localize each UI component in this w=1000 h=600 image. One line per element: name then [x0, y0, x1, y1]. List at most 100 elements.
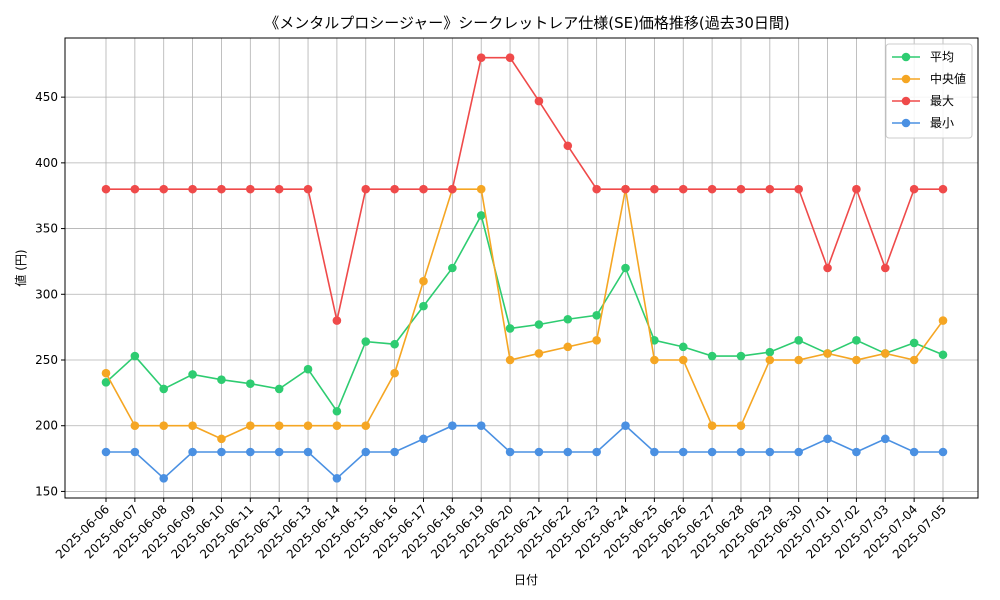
data-point: [563, 141, 573, 151]
data-point: [909, 338, 919, 348]
data-point: [188, 370, 197, 379]
data-point: [823, 434, 832, 444]
data-point: [938, 316, 948, 325]
data-point: [621, 421, 630, 431]
x-axis-label: 日付: [514, 573, 538, 587]
data-point: [909, 447, 919, 457]
legend-box: [885, 43, 973, 139]
data-point: [794, 184, 803, 194]
legend-swatch-marker: [901, 118, 911, 128]
data-point: [188, 184, 197, 194]
series-2: [101, 53, 948, 325]
data-point: [765, 347, 775, 357]
data-point: [274, 421, 284, 431]
data-point: [534, 349, 544, 358]
data-point: [101, 368, 111, 378]
data-point: [361, 337, 371, 346]
data-point: [678, 342, 688, 352]
data-point: [880, 349, 890, 358]
data-point: [274, 184, 284, 194]
grid: [65, 38, 978, 498]
data-point: [159, 421, 169, 431]
data-point: [707, 184, 717, 194]
series-line: [106, 424, 943, 480]
y-tick-label: 150: [35, 484, 58, 498]
legend-item: 最小: [892, 116, 954, 130]
data-point: [130, 421, 140, 431]
data-point: [448, 184, 457, 194]
data-point: [563, 314, 573, 324]
series-0: [101, 211, 948, 416]
data-point: [909, 355, 919, 365]
legend-item: 最大: [892, 94, 954, 108]
legend-label: 最小: [930, 116, 954, 130]
data-point: [390, 368, 399, 378]
data-point: [505, 53, 515, 63]
data-point: [563, 342, 573, 352]
legend-swatch-marker: [901, 96, 911, 106]
data-point: [419, 301, 428, 311]
data-point: [650, 355, 659, 365]
data-point: [852, 184, 861, 194]
series-line: [105, 213, 944, 413]
data-point: [736, 184, 746, 194]
data-point: [476, 53, 486, 63]
data-point: [332, 406, 342, 416]
data-point: [678, 355, 688, 365]
data-point: [592, 311, 601, 320]
data-point: [938, 350, 948, 360]
series-line: [106, 56, 943, 321]
data-point: [101, 447, 111, 457]
data-point: [592, 184, 601, 194]
data-point: [303, 421, 313, 431]
data-point: [448, 421, 457, 431]
data-point: [159, 184, 169, 194]
y-tick-label: 400: [35, 156, 58, 170]
data-point: [303, 184, 313, 194]
data-point: [217, 434, 226, 444]
data-point: [765, 355, 775, 365]
series-3: [101, 421, 948, 483]
legend-item: 平均: [892, 50, 954, 64]
data-point: [534, 320, 544, 329]
data-point: [332, 473, 342, 483]
data-point: [188, 421, 197, 431]
data-point: [650, 335, 659, 345]
x-axis: 2025-06-062025-06-072025-06-082025-06-09…: [53, 498, 949, 561]
data-point: [419, 276, 428, 286]
data-point: [101, 184, 111, 194]
data-point: [419, 434, 428, 444]
data-point: [476, 184, 486, 194]
data-point: [765, 184, 775, 194]
data-point: [188, 447, 197, 457]
data-point: [159, 384, 169, 394]
legend-swatch-marker: [901, 52, 911, 62]
data-point: [823, 263, 832, 273]
data-point: [303, 364, 313, 374]
data-point: [130, 447, 140, 457]
y-axis-label: 値 (円): [13, 249, 28, 286]
data-point: [101, 378, 111, 387]
data-point: [563, 447, 573, 457]
data-point: [678, 184, 688, 194]
data-point: [707, 351, 717, 361]
data-point: [130, 351, 140, 361]
data-point: [621, 184, 630, 194]
data-point: [794, 335, 803, 345]
data-point: [274, 384, 284, 394]
data-point: [678, 447, 688, 457]
data-point: [794, 355, 803, 365]
data-point: [505, 447, 515, 457]
data-point: [650, 184, 659, 194]
data-point: [246, 447, 255, 457]
data-point: [707, 421, 717, 431]
data-point: [852, 447, 861, 457]
data-point: [765, 447, 775, 457]
data-point: [332, 421, 342, 431]
y-tick-label: 200: [35, 419, 58, 433]
data-point: [938, 184, 948, 194]
legend-label: 平均: [930, 50, 954, 64]
data-point: [246, 379, 255, 388]
series-layer: [101, 53, 948, 483]
